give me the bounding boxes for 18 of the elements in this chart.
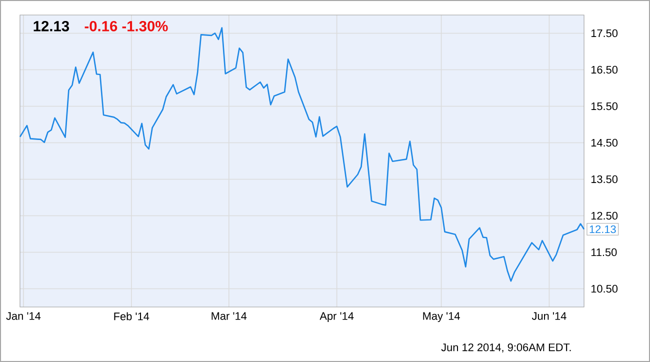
- x-tick-label: Feb '14: [114, 312, 150, 320]
- y-tick-label: 11.50: [591, 248, 617, 256]
- y-tick-label: 16.50: [591, 66, 618, 74]
- text: Jun 12 2014, 9:06AM EDT.: [441, 344, 571, 353]
- y-tick-label: 13.50: [591, 175, 618, 184]
- y-tick-label: 15.50: [591, 102, 618, 110]
- y-tick-label: 14.50: [591, 138, 618, 147]
- chart-subtitle: -0.16 -1.30%: [84, 20, 168, 32]
- y-tick-label: 10.50: [591, 284, 618, 293]
- annotation: 12.13: [590, 225, 616, 234]
- x-tick-label: Apr '14: [320, 312, 354, 322]
- x-tick-label: Mar '14: [212, 312, 247, 320]
- x-tick-label: Jan '14: [6, 312, 41, 320]
- y-tick-label: 12.50: [591, 212, 618, 220]
- y-tick-label: 17.50: [591, 29, 618, 38]
- x-tick-label: Jun '14: [532, 312, 566, 320]
- chart-title: 12.13: [34, 20, 70, 32]
- x-tick-label: May '14: [423, 312, 460, 322]
